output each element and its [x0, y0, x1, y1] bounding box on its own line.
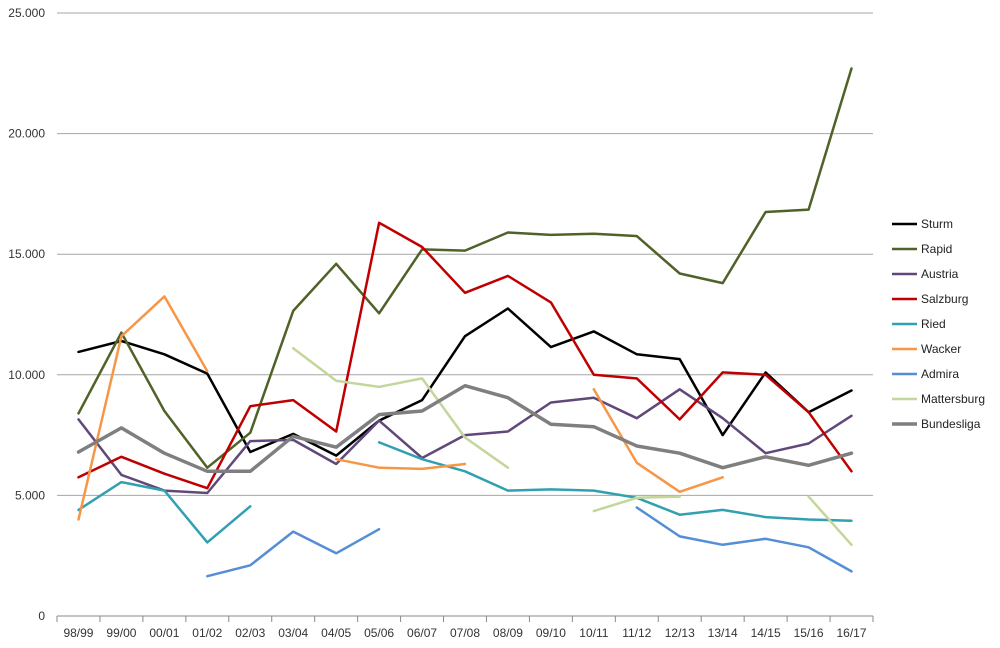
x-tick-label: 06/07 [407, 626, 437, 640]
y-tick-label: 15.000 [8, 247, 45, 261]
legend-label: Admira [921, 367, 959, 381]
series-line [77, 295, 724, 521]
legend-label: Austria [921, 267, 959, 281]
x-tick-label: 12/13 [665, 626, 695, 640]
series-wacker [77, 295, 724, 521]
legend-label: Rapid [921, 242, 952, 256]
y-tick-label: 25.000 [8, 6, 45, 20]
legend-item-sturm: Sturm [892, 217, 953, 231]
x-tick-label: 99/00 [106, 626, 136, 640]
series-austria [77, 388, 853, 495]
legend-label: Salzburg [921, 292, 968, 306]
series-line [77, 441, 853, 544]
x-axis-ticks: 98/99 99/00 00/01 01/02 02/03 03/04 04/05 05/06… [56, 616, 874, 640]
series-line [77, 221, 853, 490]
x-tick-label: 14/15 [751, 626, 781, 640]
series-salzburg [77, 221, 853, 490]
legend-label: Bundesliga [921, 417, 981, 431]
y-tick-label: 5.000 [15, 488, 45, 502]
legend: Sturm Rapid Austria Salzburg Ried Wacker Admir… [892, 217, 985, 431]
series-sturm [77, 307, 853, 457]
series-ried [77, 441, 853, 544]
x-tick-label: 11/12 [622, 626, 651, 640]
series-lines [76, 67, 854, 578]
x-tick-label: 08/09 [493, 626, 523, 640]
series-admira [206, 506, 853, 578]
x-tick-label: 15/16 [794, 626, 824, 640]
x-tick-label: 00/01 [149, 626, 179, 640]
x-tick-label: 02/03 [235, 626, 265, 640]
x-tick-label: 09/10 [536, 626, 566, 640]
legend-label: Mattersburg [921, 392, 985, 406]
legend-item-bundesliga: Bundesliga [892, 417, 981, 431]
x-tick-label: 04/05 [321, 626, 351, 640]
series-line [77, 307, 853, 457]
y-tick-label: 20.000 [8, 127, 45, 141]
legend-item-rapid: Rapid [892, 242, 952, 256]
legend-item-austria: Austria [892, 267, 959, 281]
x-tick-label: 01/02 [192, 626, 222, 640]
legend-label: Wacker [921, 342, 961, 356]
x-tick-label: 05/06 [364, 626, 394, 640]
y-axis-ticks: 0 5.000 10.000 15.000 20.000 25.000 [8, 6, 45, 623]
legend-item-salzburg: Salzburg [892, 292, 968, 306]
legend-item-mattersburg: Mattersburg [892, 392, 985, 406]
series-line [77, 388, 853, 495]
y-tick-label: 10.000 [8, 368, 45, 382]
x-tick-label: 16/17 [837, 626, 867, 640]
legend-item-wacker: Wacker [892, 342, 961, 356]
series-line [291, 347, 853, 547]
x-tick-label: 13/14 [708, 626, 738, 640]
gridlines [57, 12, 873, 496]
legend-label: Ried [921, 317, 946, 331]
series-line [206, 506, 853, 578]
series-line [77, 67, 853, 469]
x-tick-label: 07/08 [450, 626, 480, 640]
x-tick-label: 03/04 [278, 626, 308, 640]
x-tick-label: 98/99 [63, 626, 93, 640]
x-tick-label: 10/11 [579, 626, 608, 640]
legend-item-admira: Admira [892, 367, 959, 381]
series-bundesliga [76, 383, 854, 474]
legend-label: Sturm [921, 217, 953, 231]
series-line [76, 383, 854, 474]
series-rapid [77, 67, 853, 469]
series-mattersburg [291, 347, 853, 547]
y-tick-label: 0 [38, 609, 45, 623]
legend-item-ried: Ried [892, 317, 946, 331]
